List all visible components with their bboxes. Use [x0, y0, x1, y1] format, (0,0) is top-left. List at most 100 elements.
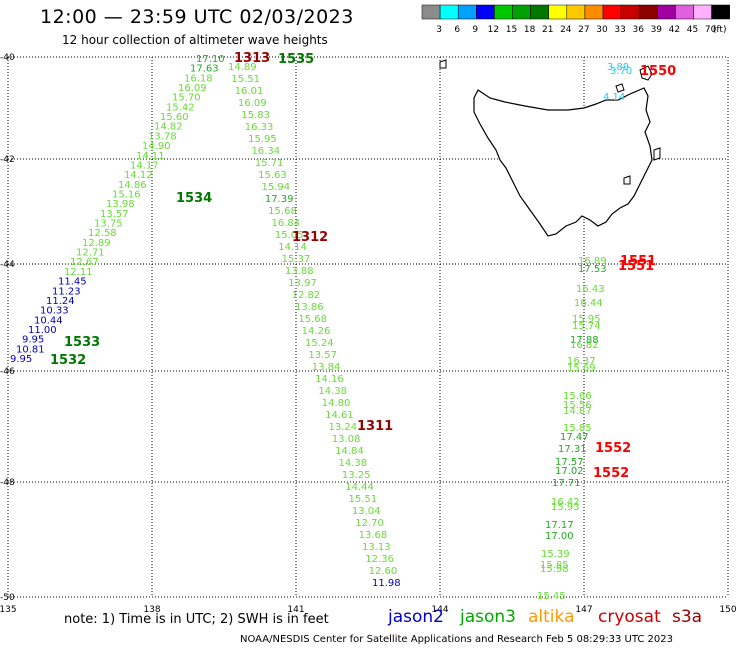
longitude-label: 150 [719, 605, 736, 615]
wave-height-value: 17.63 [190, 64, 219, 75]
wave-height-value: 11.23 [52, 286, 81, 297]
wave-height-value: 11.45 [58, 277, 87, 288]
wave-height-value: 13.68 [359, 530, 388, 541]
wave-height-value: 13.84 [312, 362, 341, 373]
wave-height-value: 12.67 [70, 257, 99, 268]
latitude-label: -44 [0, 260, 15, 270]
wave-height-value: 17.10 [196, 54, 225, 65]
wave-height-value: 16.42 [551, 497, 580, 508]
satellite-legend-cryosat: cryosat [598, 607, 661, 627]
wave-height-value: 13.08 [332, 434, 361, 445]
wave-height-value: 14.38 [339, 458, 368, 469]
map-subtitle: 12 hour collection of altimeter wave hei… [62, 33, 328, 47]
wave-height-value: 16.09 [238, 98, 267, 109]
wave-height-value: 15.45 [537, 591, 566, 602]
map-title: 12:00 — 23:59 UTC 02/03/2023 [40, 6, 354, 28]
wave-height-value: 15.51 [231, 74, 260, 85]
wave-height-value: 13.88 [285, 266, 314, 277]
wave-height-value: 16.18 [184, 73, 213, 84]
wave-height-value: 13.98 [106, 199, 135, 210]
wave-height-value: 17.17 [545, 520, 574, 531]
wave-height-value: 16.44 [574, 298, 603, 309]
wave-height-value: 13.78 [148, 131, 177, 142]
wave-height-value: 15.24 [305, 338, 334, 349]
wave-height-value: 14.84 [335, 446, 364, 457]
wave-height-value: 13.86 [295, 302, 324, 313]
color-scale-label: 42 [669, 25, 680, 35]
wave-height-value: 16.84 [272, 218, 301, 229]
wave-height-value: 11.98 [372, 578, 401, 589]
wave-height-value: 3.89 [607, 62, 629, 73]
pass-time-label: 1532 [50, 353, 86, 368]
wave-height-value: 15.39 [541, 549, 570, 560]
wave-height-value: 12.58 [88, 228, 117, 239]
color-scale-swatch [693, 4, 712, 20]
wave-height-value: 17.00 [545, 531, 574, 542]
pass-time-label: 1533 [64, 335, 100, 350]
color-scale-label: 30 [596, 25, 608, 35]
wave-height-value: 17.71 [552, 478, 581, 489]
wave-height-value: 15.71 [255, 158, 284, 169]
color-scale-swatch [566, 4, 586, 20]
wave-height-value: 12.11 [64, 267, 93, 278]
pass-time-label: 1534 [176, 191, 212, 206]
color-scale-label: 36 [632, 25, 644, 35]
wave-height-value: 12.60 [369, 566, 398, 577]
color-scale-swatch [620, 4, 640, 20]
latitude-label: -46 [0, 367, 15, 377]
wave-height-value: 14.86 [118, 180, 147, 191]
satellite-legend-jason2: jason2 [388, 607, 444, 627]
color-scale-swatch [512, 4, 531, 20]
wave-height-value: 15.68 [268, 206, 297, 217]
wave-height-value: 16.09 [178, 83, 207, 94]
pass-time-label: 1552 [593, 466, 629, 481]
wave-height-value: 9.95 [22, 335, 44, 346]
wave-height-value: 10.33 [40, 306, 69, 317]
wave-height-value: 14.16 [315, 374, 344, 385]
pass-time-label: 1550 [640, 64, 676, 79]
wave-height-value: 16.43 [576, 284, 605, 295]
color-scale-swatch [675, 4, 694, 20]
color-scale-swatch [548, 4, 568, 20]
wave-height-value: 17.57 [555, 457, 584, 468]
satellite-legend-s3a: s3a [672, 607, 703, 627]
wave-height-value: 15.56 [563, 400, 592, 411]
color-scale-swatch [421, 4, 441, 20]
color-scale-label: 15 [506, 25, 517, 35]
wave-height-value: 11.00 [28, 325, 57, 336]
wave-height-value: 14.11 [136, 151, 165, 162]
wave-height-value: 14.12 [124, 170, 153, 181]
wave-height-value: 17.31 [558, 444, 587, 455]
wave-height-value: 17.88 [570, 335, 599, 346]
color-scale-label: 12 [488, 25, 499, 35]
color-scale-swatch [530, 4, 549, 20]
wave-height-value: 17.02 [555, 466, 584, 477]
wave-height-value: 3.70 [610, 66, 632, 77]
color-scale-label: 33 [614, 25, 625, 35]
wave-height-value: 12.70 [355, 518, 384, 529]
wave-height-value: 12.71 [76, 248, 105, 259]
latitude-label: -40 [0, 53, 15, 63]
color-scale: 3 6 9 12 15 18 21 24 27 30 33 36 39 42 45 70(ft) [421, 4, 730, 35]
wave-height-value: 17.47 [560, 432, 589, 443]
latitude-label: -50 [0, 593, 15, 603]
longitude-label: 147 [575, 605, 592, 615]
wave-height-value: 10.81 [16, 344, 45, 355]
wave-height-value: 15.93 [551, 502, 580, 513]
color-scale-label: 70 [705, 25, 717, 35]
pass-time-label: 1535 [278, 52, 314, 67]
longitude-label: 141 [287, 605, 304, 615]
color-scale-swatch [638, 4, 658, 20]
wave-height-value: 15.95 [248, 134, 277, 145]
color-scale-swatch [439, 4, 459, 20]
color-scale-unit: (ft) [713, 25, 727, 35]
wave-height-value: 10.44 [34, 315, 63, 326]
color-scale-label: 9 [472, 25, 478, 35]
wave-height-value: 14.82 [154, 122, 183, 133]
satellite-legend-jason3: jason3 [460, 607, 516, 627]
wave-height-value: 16.89 [578, 256, 607, 267]
wave-height-value: 14.14 [278, 242, 307, 253]
color-scale-label: 27 [578, 25, 589, 35]
wave-height-value: 13.97 [288, 278, 317, 289]
